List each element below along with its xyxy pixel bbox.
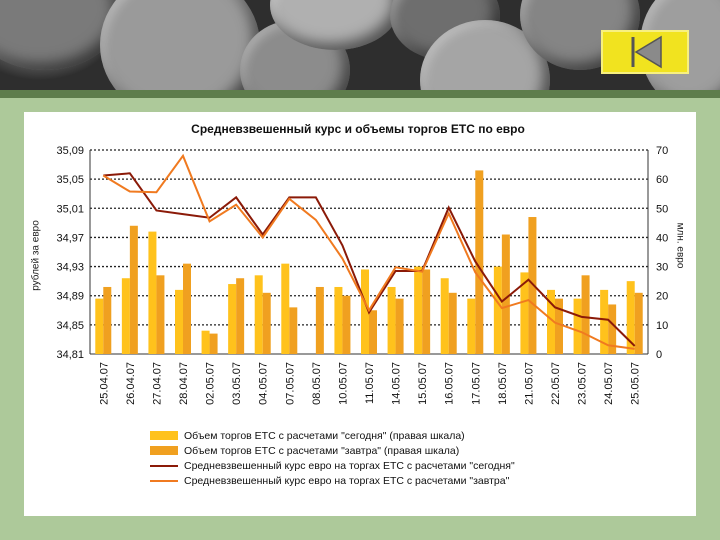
bar-tomorrow xyxy=(501,234,510,354)
x-tick-label: 28.04.07 xyxy=(178,362,190,405)
bar-tomorrow xyxy=(608,304,617,354)
x-tick-label: 14.05.07 xyxy=(391,362,403,405)
y-tick-left-label: 34,97 xyxy=(56,232,84,244)
bar-today xyxy=(414,266,423,354)
x-tick-label: 23.05.07 xyxy=(577,362,589,405)
y-tick-right-label: 0 xyxy=(656,349,662,361)
bar-tomorrow xyxy=(209,333,218,354)
legend-item-line-tomorrow: Средневзвешенный курс евро на торгах ЕТС… xyxy=(150,473,610,488)
chart-legend: Объем торгов ЕТС с расчетами "сегодня" (… xyxy=(150,428,610,488)
bar-today xyxy=(626,281,635,354)
bar-tomorrow xyxy=(129,225,138,354)
x-tick-label: 25.05.07 xyxy=(630,362,642,405)
y-tick-right-label: 30 xyxy=(656,262,668,274)
x-tick-label: 22.05.07 xyxy=(550,362,562,405)
bar-tomorrow xyxy=(156,275,165,354)
bar-tomorrow xyxy=(581,275,590,354)
bar-today xyxy=(361,269,369,354)
bar-tomorrow xyxy=(262,292,271,354)
y-tick-right-label: 40 xyxy=(656,232,668,244)
coins-banner xyxy=(0,0,720,90)
bar-today xyxy=(95,298,104,354)
header-divider xyxy=(0,90,720,98)
bar-tomorrow xyxy=(236,278,245,354)
bar-tomorrow xyxy=(448,292,457,354)
x-tick-label: 18.05.07 xyxy=(497,362,509,405)
x-tick-label: 16.05.07 xyxy=(444,362,456,405)
legend-item-bar-today: Объем торгов ЕТС с расчетами "сегодня" (… xyxy=(150,428,610,443)
x-tick-label: 03.05.07 xyxy=(231,362,243,405)
legend-swatch-line-today xyxy=(150,464,178,467)
bar-tomorrow xyxy=(395,298,404,354)
bar-tomorrow xyxy=(342,295,351,354)
y-tick-left-label: 34,81 xyxy=(56,349,84,361)
x-tick-label: 08.05.07 xyxy=(311,362,323,405)
x-tick-label: 07.05.07 xyxy=(284,362,296,405)
bar-today xyxy=(547,289,555,354)
legend-swatch-bar-tomorrow xyxy=(150,446,178,455)
legend-item-line-today: Средневзвешенный курс евро на торгах ЕТС… xyxy=(150,458,610,473)
y-tick-right-label: 60 xyxy=(656,174,668,186)
x-tick-label: 27.04.07 xyxy=(151,362,163,405)
bar-today xyxy=(201,330,210,354)
y-tick-left-label: 35,01 xyxy=(56,203,84,215)
x-tick-label: 11.05.07 xyxy=(364,362,376,404)
y-tick-left-label: 34,89 xyxy=(56,291,84,303)
bar-today xyxy=(148,231,157,354)
bar-tomorrow xyxy=(528,217,537,354)
x-tick-label: 25.04.07 xyxy=(98,362,110,405)
legend-swatch-line-tomorrow xyxy=(150,479,178,482)
y-tick-left-label: 34,85 xyxy=(56,320,84,332)
bar-tomorrow xyxy=(634,292,643,354)
bar-today xyxy=(387,286,396,354)
y-tick-right-label: 10 xyxy=(656,320,668,332)
bar-today xyxy=(281,263,290,354)
x-tick-label: 10.05.07 xyxy=(337,362,349,405)
bar-tomorrow xyxy=(183,263,191,354)
legend-label-bar-tomorrow: Объем торгов ЕТС с расчетами "завтра" (п… xyxy=(184,444,460,457)
x-tick-label: 24.05.07 xyxy=(603,362,615,405)
bar-today xyxy=(121,278,130,354)
line-tomorrow xyxy=(102,153,635,350)
bar-today xyxy=(254,275,263,354)
back-button[interactable] xyxy=(601,30,689,74)
bar-tomorrow xyxy=(369,310,377,354)
x-tick-label: 17.05.07 xyxy=(470,362,482,405)
bar-tomorrow xyxy=(475,170,484,354)
y-tick-left-label: 35,05 xyxy=(56,174,84,186)
y-tick-right-label: 50 xyxy=(656,203,668,215)
y-tick-right-label: 20 xyxy=(656,291,668,303)
bar-today xyxy=(520,272,529,354)
y-tick-left-label: 34,93 xyxy=(56,262,84,274)
legend-label-bar-today: Объем торгов ЕТС с расчетами "сегодня" (… xyxy=(184,429,465,442)
legend-label-line-today: Средневзвешенный курс евро на торгах ЕТС… xyxy=(184,459,515,472)
bar-tomorrow xyxy=(103,286,112,354)
legend-swatch-bar-today xyxy=(150,431,178,440)
x-tick-label: 26.04.07 xyxy=(125,362,137,405)
bar-today xyxy=(600,289,609,354)
y-tick-left-label: 35,09 xyxy=(56,145,84,157)
bar-tomorrow xyxy=(422,269,431,354)
bar-tomorrow xyxy=(315,286,324,354)
legend-label-line-tomorrow: Средневзвешенный курс евро на торгах ЕТС… xyxy=(184,474,510,487)
bar-today xyxy=(493,266,502,354)
chart-title: Средневзвешенный курс и объемы торгов ЕТ… xyxy=(191,122,525,136)
x-tick-label: 21.05.07 xyxy=(523,362,535,405)
line-today xyxy=(103,172,636,347)
bar-today xyxy=(228,284,237,354)
legend-item-bar-tomorrow: Объем торгов ЕТС с расчетами "завтра" (п… xyxy=(150,443,610,458)
x-tick-label: 15.05.07 xyxy=(417,362,429,405)
x-tick-label: 02.05.07 xyxy=(205,362,217,405)
bar-tomorrow xyxy=(555,298,563,354)
bar-today xyxy=(175,289,183,354)
bar-tomorrow xyxy=(289,307,298,354)
bar-today xyxy=(467,298,476,354)
x-tick-label: 04.05.07 xyxy=(258,362,270,405)
bar-today xyxy=(573,298,582,354)
bar-today xyxy=(440,278,449,354)
bar-today xyxy=(334,286,343,354)
y-tick-right-label: 70 xyxy=(656,145,668,157)
back-arrow-icon xyxy=(631,35,662,69)
